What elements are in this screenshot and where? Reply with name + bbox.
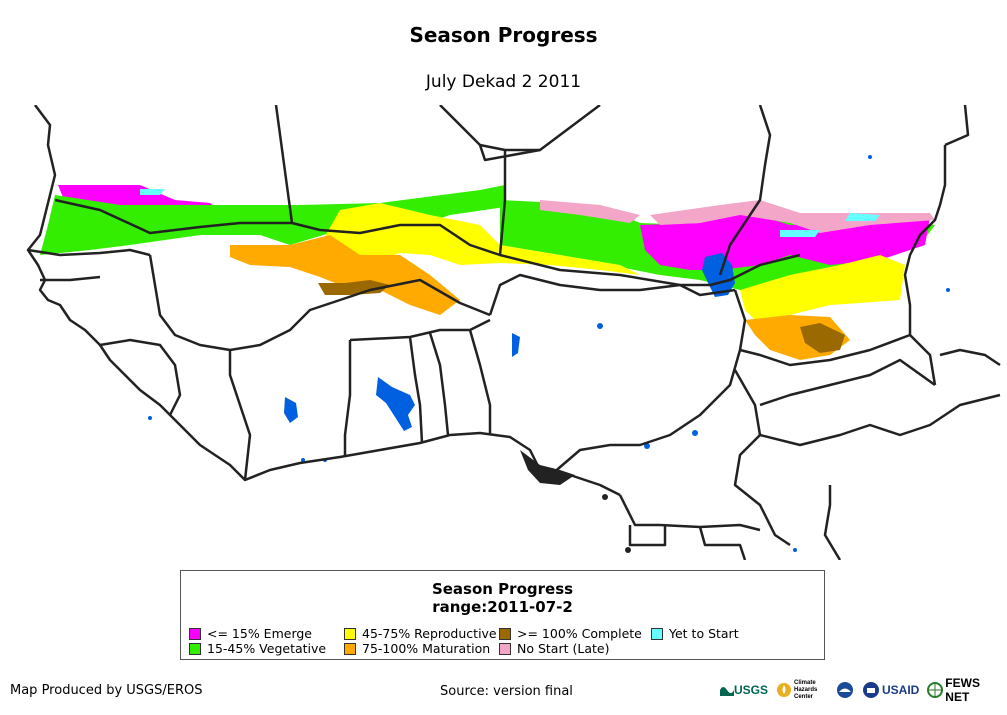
lake-kossou [284, 397, 298, 423]
legend-label: No Start (Late) [517, 641, 610, 656]
usgs-wave-icon [720, 687, 734, 696]
legend-title: Season Progress [431, 580, 574, 598]
fewsnet-logo: FEWS NET [927, 676, 1007, 704]
map-title: Season Progress [409, 23, 598, 47]
globe-icon [927, 682, 944, 698]
usaid-seal-icon [863, 682, 880, 698]
legend-swatch [499, 627, 511, 640]
map-subtitle: July Dekad 2 2011 [425, 72, 582, 92]
legend-label: >= 100% Complete [517, 626, 642, 641]
gulf-islands [520, 450, 631, 553]
legend-item-emerge: <= 15% Emerge [189, 626, 312, 641]
legend-swatch [189, 627, 201, 640]
zone-yet-to-start [140, 189, 880, 237]
legend-swatch [344, 642, 356, 655]
data-source: Source: version final [440, 684, 573, 699]
zone-reproductive [320, 203, 905, 325]
noaa-icon [837, 682, 854, 698]
drop-icon [777, 683, 792, 697]
noaa-logo [836, 681, 854, 699]
partner-logos: USGS Climate Hazards Center USAID FEWS N… [720, 676, 1007, 704]
legend-label: Yet to Start [669, 626, 739, 641]
country-borders [26, 105, 1001, 560]
legend-item-no-start: No Start (Late) [499, 641, 609, 656]
legend-label: 15-45% Vegetative [207, 641, 327, 656]
map-legend: Season Progress range:2011-07-2 <= 15% E… [180, 570, 825, 660]
legend-swatch [344, 627, 356, 640]
map-credit: Map Produced by USGS/EROS [10, 683, 203, 698]
legend-item-reproductive: 45-75% Reproductive [344, 626, 497, 641]
legend-label: 45-75% Reproductive [362, 626, 497, 641]
zone-late-start [540, 200, 935, 233]
small-reservoirs [148, 155, 950, 552]
legend-item-yet-to-start: Yet to Start [651, 626, 739, 641]
legend-item-maturation: 75-100% Maturation [344, 641, 490, 656]
legend-swatch [651, 627, 663, 640]
lake-volta [376, 377, 415, 431]
legend-range: range:2011-07-2 [432, 598, 573, 616]
legend-item-complete: >= 100% Complete [499, 626, 642, 641]
chc-logo: Climate Hazards Center [776, 680, 828, 701]
legend-label: 75-100% Maturation [362, 641, 491, 656]
legend-label: <= 15% Emerge [207, 626, 312, 641]
legend-item-vegetative: 15-45% Vegetative [189, 641, 326, 656]
zone-complete [318, 280, 845, 353]
legend-swatch [499, 642, 511, 655]
usaid-logo: USAID [862, 681, 919, 699]
season-progress-map [26, 105, 1001, 560]
legend-swatch [189, 642, 201, 655]
usgs-logo: USGS [720, 683, 768, 697]
lake-kainji [512, 333, 520, 357]
